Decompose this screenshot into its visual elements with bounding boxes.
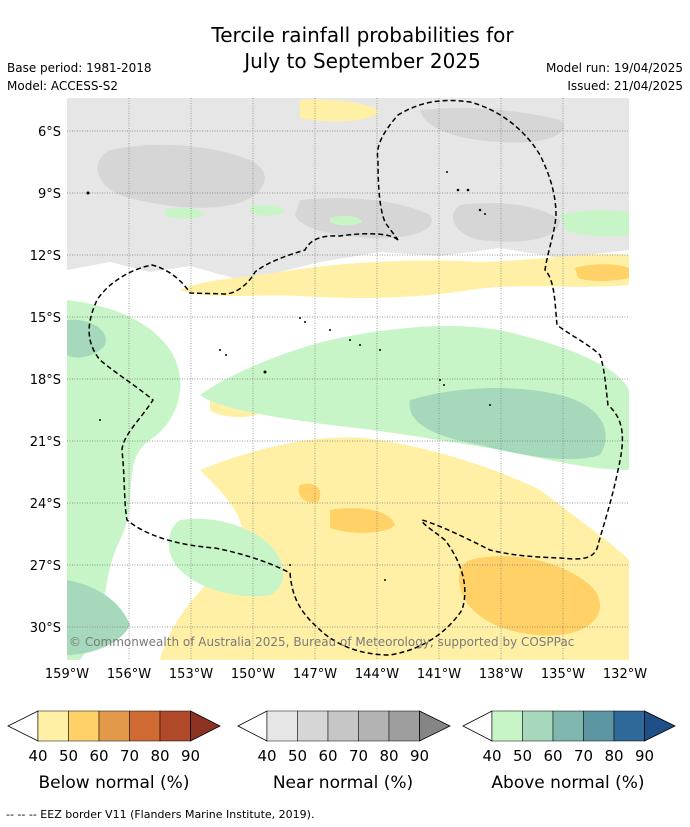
above-normal-region-east-2 — [409, 388, 606, 460]
lat-label: 12°S — [30, 249, 61, 264]
colorbar-tick: 80 — [379, 747, 398, 765]
colorbar-arrow-right — [419, 710, 451, 742]
above-normal-region-south — [168, 518, 284, 597]
below-normal-region-south-3 — [330, 508, 395, 533]
below-normal-band-north-2 — [575, 264, 629, 281]
gridlines — [67, 98, 629, 660]
title-line-1: Tercile rainfall probabilities for — [211, 23, 514, 47]
above-normal-region-far-east — [560, 210, 629, 237]
below-normal-band-north — [180, 254, 629, 298]
colorbar-tick: 40 — [28, 747, 47, 765]
colorbar-tick: 80 — [150, 747, 169, 765]
colorbar-tick: 50 — [513, 747, 532, 765]
colorbar-arrow-right — [190, 710, 221, 742]
issued-date: Issued: 21/04/2025 — [567, 79, 683, 93]
colorbar-arrow-right — [644, 710, 676, 742]
colorbar-tick: 70 — [574, 747, 593, 765]
colorbar-tick: 40 — [257, 747, 276, 765]
meta-left: Base period: 1981-2018 Model: ACCESS-S2 — [7, 59, 152, 95]
above-normal-patch-1 — [165, 207, 205, 219]
lon-label: 135°W — [541, 667, 585, 682]
lon-label: 138°W — [479, 667, 523, 682]
lat-label: 24°S — [30, 497, 61, 512]
near-normal-region-north-2 — [97, 144, 265, 208]
base-period: Base period: 1981-2018 — [7, 61, 152, 75]
colorbar-tick: 60 — [543, 747, 562, 765]
colorbar-label: Above normal (%) — [491, 773, 644, 793]
above-normal-region-west-2 — [67, 319, 106, 358]
lat-label: 6°S — [38, 125, 61, 140]
colorbar-tick: 80 — [604, 747, 623, 765]
islands — [86, 171, 491, 581]
probability-map: © Commonwealth of Australia 2025, Bureau… — [30, 98, 647, 682]
eez-footer-note: -- -- -- EEZ border V11 (Flanders Marine… — [6, 808, 315, 821]
meta-right: Model run: 19/04/2025 Issued: 21/04/2025 — [546, 59, 683, 95]
lon-label: 153°W — [169, 667, 213, 682]
colorbar-tick: 50 — [59, 747, 78, 765]
colorbar-below-normal: 40 50 60 70 80 90 Below normal (%) — [7, 710, 221, 793]
colorbar-tick: 90 — [410, 747, 429, 765]
model-name: Model: ACCESS-S2 — [7, 79, 119, 93]
lon-label: 141°W — [417, 667, 461, 682]
colorbar-above-normal: 40 50 60 70 80 90 Above normal (%) — [462, 710, 676, 793]
lon-label: 147°W — [293, 667, 337, 682]
near-normal-region-north-5 — [420, 108, 564, 143]
colorbar-label: Below normal (%) — [39, 773, 190, 793]
above-normal-patch-3 — [330, 215, 362, 226]
colorbar-tick: 70 — [349, 747, 368, 765]
colorbar-tick: 40 — [482, 747, 501, 765]
lon-label: 159°W — [45, 667, 89, 682]
above-normal-region-west-3 — [67, 580, 130, 655]
colorbar-arrow-left — [462, 710, 493, 742]
lat-label: 30°S — [30, 621, 61, 636]
colorbar-tick: 90 — [635, 747, 654, 765]
colorbar-label: Near normal (%) — [273, 773, 413, 793]
lat-label: 21°S — [30, 435, 61, 450]
lat-label: 9°S — [38, 187, 61, 202]
colorbar-tick: 90 — [181, 747, 200, 765]
model-run: Model run: 19/04/2025 — [545, 61, 683, 75]
lon-label: 150°W — [231, 667, 275, 682]
below-normal-patch-top — [300, 99, 380, 122]
copyright-notice: © Commonwealth of Australia 2025, Bureau… — [69, 635, 574, 649]
colorbar-tick: 50 — [288, 747, 307, 765]
lat-label: 15°S — [30, 311, 61, 326]
colorbar-tick: 60 — [318, 747, 337, 765]
map-title: Tercile rainfall probabilities for July … — [0, 22, 690, 74]
eez-border — [88, 99, 624, 656]
lat-label: 18°S — [30, 373, 61, 388]
colorbar-legend: 40 50 60 70 80 90 Below normal (%) 40 50… — [7, 710, 676, 793]
above-normal-patch-2 — [250, 204, 285, 216]
lat-label: 27°S — [30, 559, 61, 574]
below-normal-region-south-2 — [458, 556, 600, 636]
longitude-labels: 159°W 156°W 153°W 150°W 147°W 144°W 141°… — [45, 667, 647, 682]
lon-label: 156°W — [107, 667, 151, 682]
title-line-2: July to September 2025 — [244, 49, 481, 73]
near-normal-region-north-4 — [452, 203, 560, 242]
colorbar-tick: 60 — [89, 747, 108, 765]
colorbar-arrow-left — [237, 710, 268, 742]
near-normal-region-north-3 — [295, 198, 432, 239]
lon-label: 144°W — [355, 667, 399, 682]
colorbar-tick: 70 — [120, 747, 139, 765]
lon-label: 132°W — [603, 667, 647, 682]
map-plot-area: © Commonwealth of Australia 2025, Bureau… — [67, 98, 629, 660]
colorbar-arrow-left — [7, 710, 39, 742]
latitude-labels: 6°S 9°S 12°S 15°S 18°S 21°S 24°S 27°S 30… — [30, 125, 61, 636]
colorbar-near-normal: 40 50 60 70 80 90 Near normal (%) — [237, 710, 451, 793]
